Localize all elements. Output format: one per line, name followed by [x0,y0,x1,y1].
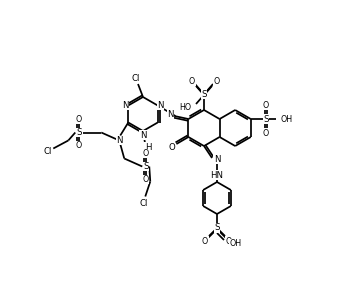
Text: O: O [226,237,232,245]
Text: N: N [140,131,146,139]
Text: N: N [116,136,122,145]
Text: N: N [214,154,220,164]
Text: Cl: Cl [139,199,147,208]
Text: O: O [142,175,148,184]
Text: HN: HN [210,170,224,179]
Text: S: S [143,162,149,171]
Text: O: O [168,143,175,151]
Text: O: O [142,149,148,158]
Text: OH: OH [229,239,241,248]
Text: Cl: Cl [132,74,140,82]
Text: HO: HO [179,103,191,112]
Text: O: O [214,76,220,85]
Text: S: S [77,128,82,137]
Text: N: N [122,101,129,110]
Text: S: S [214,224,220,233]
Text: N: N [167,110,174,118]
Text: S: S [201,89,207,99]
Text: Cl: Cl [43,147,52,156]
Text: S: S [263,114,268,124]
Text: O: O [263,128,269,137]
Text: OH: OH [281,114,293,124]
Text: N: N [157,101,164,110]
Text: O: O [189,76,195,85]
Text: H: H [145,143,151,151]
Text: O: O [75,141,82,150]
Text: O: O [75,115,82,124]
Text: O: O [202,237,208,245]
Text: O: O [263,101,269,110]
